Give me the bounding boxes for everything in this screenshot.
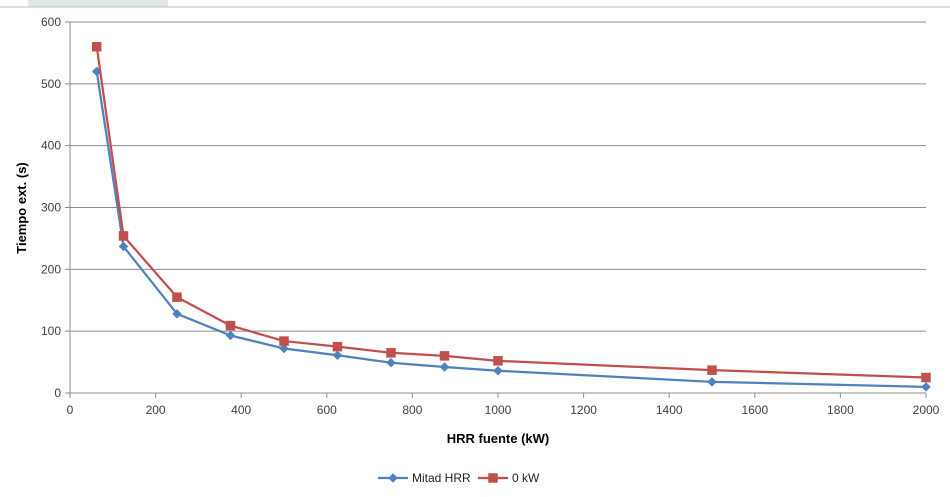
data-point-1-0	[92, 41, 102, 52]
legend-marker-1	[488, 473, 498, 483]
y-tick-label-400: 400	[41, 139, 61, 153]
data-point-0-10	[921, 381, 931, 392]
x-tick-labels: 0 200 400 600 800 1000 1200 1400 1600 1800 2000	[67, 403, 940, 417]
data-point-1-2	[172, 292, 182, 302]
x-tick-label-400: 400	[231, 403, 251, 417]
series-line-0	[95, 71, 927, 388]
x-tick-label-2000: 2000	[913, 403, 940, 417]
y-axis-title: Tiempo ext. (s)	[14, 162, 29, 254]
y-tick-label-300: 300	[41, 201, 61, 215]
data-point-0-5	[332, 350, 343, 361]
legend-entry-0: Mitad HRR	[378, 471, 471, 485]
x-tick-label-1200: 1200	[570, 403, 597, 417]
series-line-1	[95, 46, 927, 379]
series-layer	[91, 41, 931, 392]
x-tick-label-800: 800	[402, 403, 422, 417]
y-tick-label-200: 200	[41, 262, 61, 276]
y-tick-label-0: 0	[54, 386, 61, 400]
legend-marker-0	[388, 473, 398, 483]
data-point-1-7	[439, 351, 450, 361]
x-tick-label-1600: 1600	[741, 403, 768, 417]
data-point-1-8	[493, 356, 503, 366]
series-1	[92, 41, 931, 383]
data-point-0-3	[225, 330, 236, 341]
x-tick-label-1000: 1000	[485, 403, 512, 417]
legend: Mitad HRR 0 kW	[378, 471, 540, 485]
y-tick-label-600: 600	[41, 15, 61, 29]
y-tick-label-100: 100	[41, 324, 61, 338]
x-tick-label-1400: 1400	[656, 403, 683, 417]
y-tick-labels: 0 100 200 300 400 500 600	[41, 15, 61, 400]
y-tick-label-500: 500	[41, 77, 61, 91]
x-tick-label-1800: 1800	[827, 403, 854, 417]
data-point-0-1	[118, 241, 129, 252]
data-point-1-3	[225, 320, 236, 331]
gridlines	[70, 21, 926, 332]
data-point-0-2	[172, 308, 182, 319]
data-point-1-4	[279, 336, 289, 346]
data-point-0-7	[439, 362, 450, 372]
data-point-1-1	[118, 231, 129, 241]
legend-label-0: Mitad HRR	[412, 471, 471, 485]
legend-entry-1: 0 kW	[478, 471, 540, 485]
chart-tab-corner	[28, 0, 168, 7]
legend-label-1: 0 kW	[512, 471, 540, 485]
axes	[65, 21, 927, 398]
x-axis-title: HRR fuente (kW)	[447, 431, 550, 446]
data-point-0-6	[386, 357, 396, 368]
data-point-0-4	[279, 343, 289, 354]
x-tick-label-200: 200	[146, 403, 166, 417]
data-point-1-5	[332, 341, 343, 352]
x-tick-label-0: 0	[67, 403, 74, 417]
data-point-1-10	[921, 372, 931, 383]
data-point-1-6	[386, 348, 396, 358]
data-point-0-8	[493, 365, 503, 376]
data-point-1-9	[707, 365, 717, 375]
data-point-0-9	[707, 377, 717, 387]
series-0	[91, 66, 931, 392]
x-tick-label-600: 600	[317, 403, 337, 417]
